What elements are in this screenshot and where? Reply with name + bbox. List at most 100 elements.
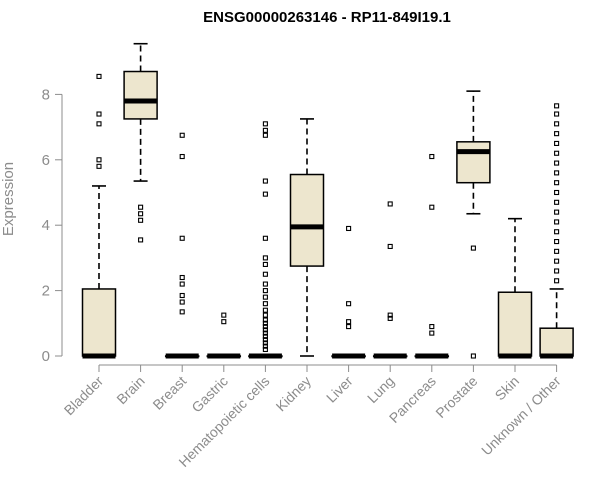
y-axis-label: Expression (0, 162, 17, 236)
iqr-box (539, 327, 574, 357)
box-group (248, 121, 283, 359)
chart-title: ENSG00000263146 - RP11-849I19.1 (203, 9, 451, 26)
iqr-box (456, 141, 491, 184)
outlier-point (96, 121, 102, 127)
outlier-point (262, 343, 268, 349)
outlier-point (429, 204, 435, 210)
outlier-point (554, 111, 560, 117)
outlier-point (179, 274, 185, 281)
outlier-point (96, 157, 102, 163)
x-tick-label: Liver (323, 373, 356, 406)
outlier-point (179, 309, 185, 315)
outlier-point (138, 204, 144, 210)
outlier-point (554, 121, 560, 127)
outlier-point (429, 153, 435, 160)
outlier-point (262, 312, 268, 318)
box-group (456, 90, 491, 359)
outlier-point (96, 111, 102, 117)
outlier-point (554, 239, 560, 245)
outlier-point (554, 140, 560, 146)
outlier-point (554, 199, 560, 205)
outlier-point (221, 319, 227, 325)
x-tick-label: Unknown / Other (478, 373, 564, 459)
iqr-box (123, 70, 158, 120)
outlier-point (387, 201, 393, 207)
outlier-point (262, 235, 268, 241)
outlier-point (138, 217, 144, 223)
outlier-point (262, 281, 268, 287)
y-tick-label: 6 (42, 152, 50, 169)
outlier-point (179, 153, 185, 160)
outlier-point (262, 121, 268, 127)
x-tick-label: Prostate (432, 373, 480, 421)
outlier-point (554, 189, 560, 196)
outlier-point (554, 160, 560, 166)
outlier-point (554, 268, 560, 274)
outlier-point (554, 219, 560, 225)
box-group (289, 118, 325, 357)
outlier-point (262, 178, 268, 184)
outlier-point (262, 327, 268, 333)
boxplot-series (81, 42, 574, 359)
outlier-point (262, 317, 268, 323)
outlier-point (262, 271, 268, 277)
y-tick-label: 8 (42, 86, 50, 103)
box-group (331, 225, 366, 359)
x-tick-label: Lung (364, 373, 397, 406)
x-tick-label: Brain (113, 373, 147, 407)
iqr-box (81, 288, 117, 357)
outlier-point (429, 330, 435, 336)
outlier-point (470, 245, 476, 251)
outlier-point (262, 191, 268, 197)
outlier-point (262, 301, 268, 307)
y-tick-label: 2 (42, 283, 50, 300)
x-tick-label: Bladder (61, 373, 107, 419)
outlier-point (554, 170, 560, 176)
outlier-point (262, 307, 268, 313)
outlier-point (221, 312, 227, 318)
outlier-point (346, 301, 352, 307)
outlier-point (262, 337, 268, 343)
box-group (497, 217, 533, 359)
outlier-point (387, 243, 393, 250)
outlier-point (554, 248, 560, 254)
x-tick-label: Kidney (273, 373, 315, 415)
outlier-point (554, 278, 560, 284)
outlier-point (262, 333, 268, 339)
outlier-point (96, 73, 102, 79)
x-tick-label: Skin (492, 373, 523, 404)
outlier-point (262, 324, 268, 330)
outlier-point (262, 294, 268, 300)
iqr-box (289, 173, 325, 267)
box-group (123, 42, 158, 243)
outlier-point (429, 324, 435, 330)
box-group (539, 103, 574, 359)
box-group (164, 132, 200, 359)
outlier-point (179, 235, 185, 241)
box-group (372, 201, 408, 359)
outlier-point (179, 132, 185, 138)
outlier-point (554, 103, 560, 109)
outlier-point (138, 211, 144, 217)
outlier-point (262, 288, 268, 294)
x-tick-label: Breast (149, 373, 189, 413)
outlier-point (387, 315, 393, 321)
outlier-point (262, 330, 268, 336)
outlier-point (138, 237, 144, 243)
outlier-point (554, 258, 560, 264)
outlier-point (346, 324, 352, 330)
outlier-point (554, 150, 560, 156)
outlier-point (387, 312, 393, 318)
y-tick-label: 0 (42, 348, 50, 365)
outlier-point (554, 180, 560, 186)
outlier-point (262, 261, 268, 267)
outlier-point (262, 320, 268, 326)
outlier-point (554, 229, 560, 235)
outlier-point (262, 255, 268, 261)
outlier-point (179, 292, 185, 299)
outlier-point (262, 346, 268, 353)
iqr-box (497, 291, 533, 357)
box-group (81, 73, 117, 359)
